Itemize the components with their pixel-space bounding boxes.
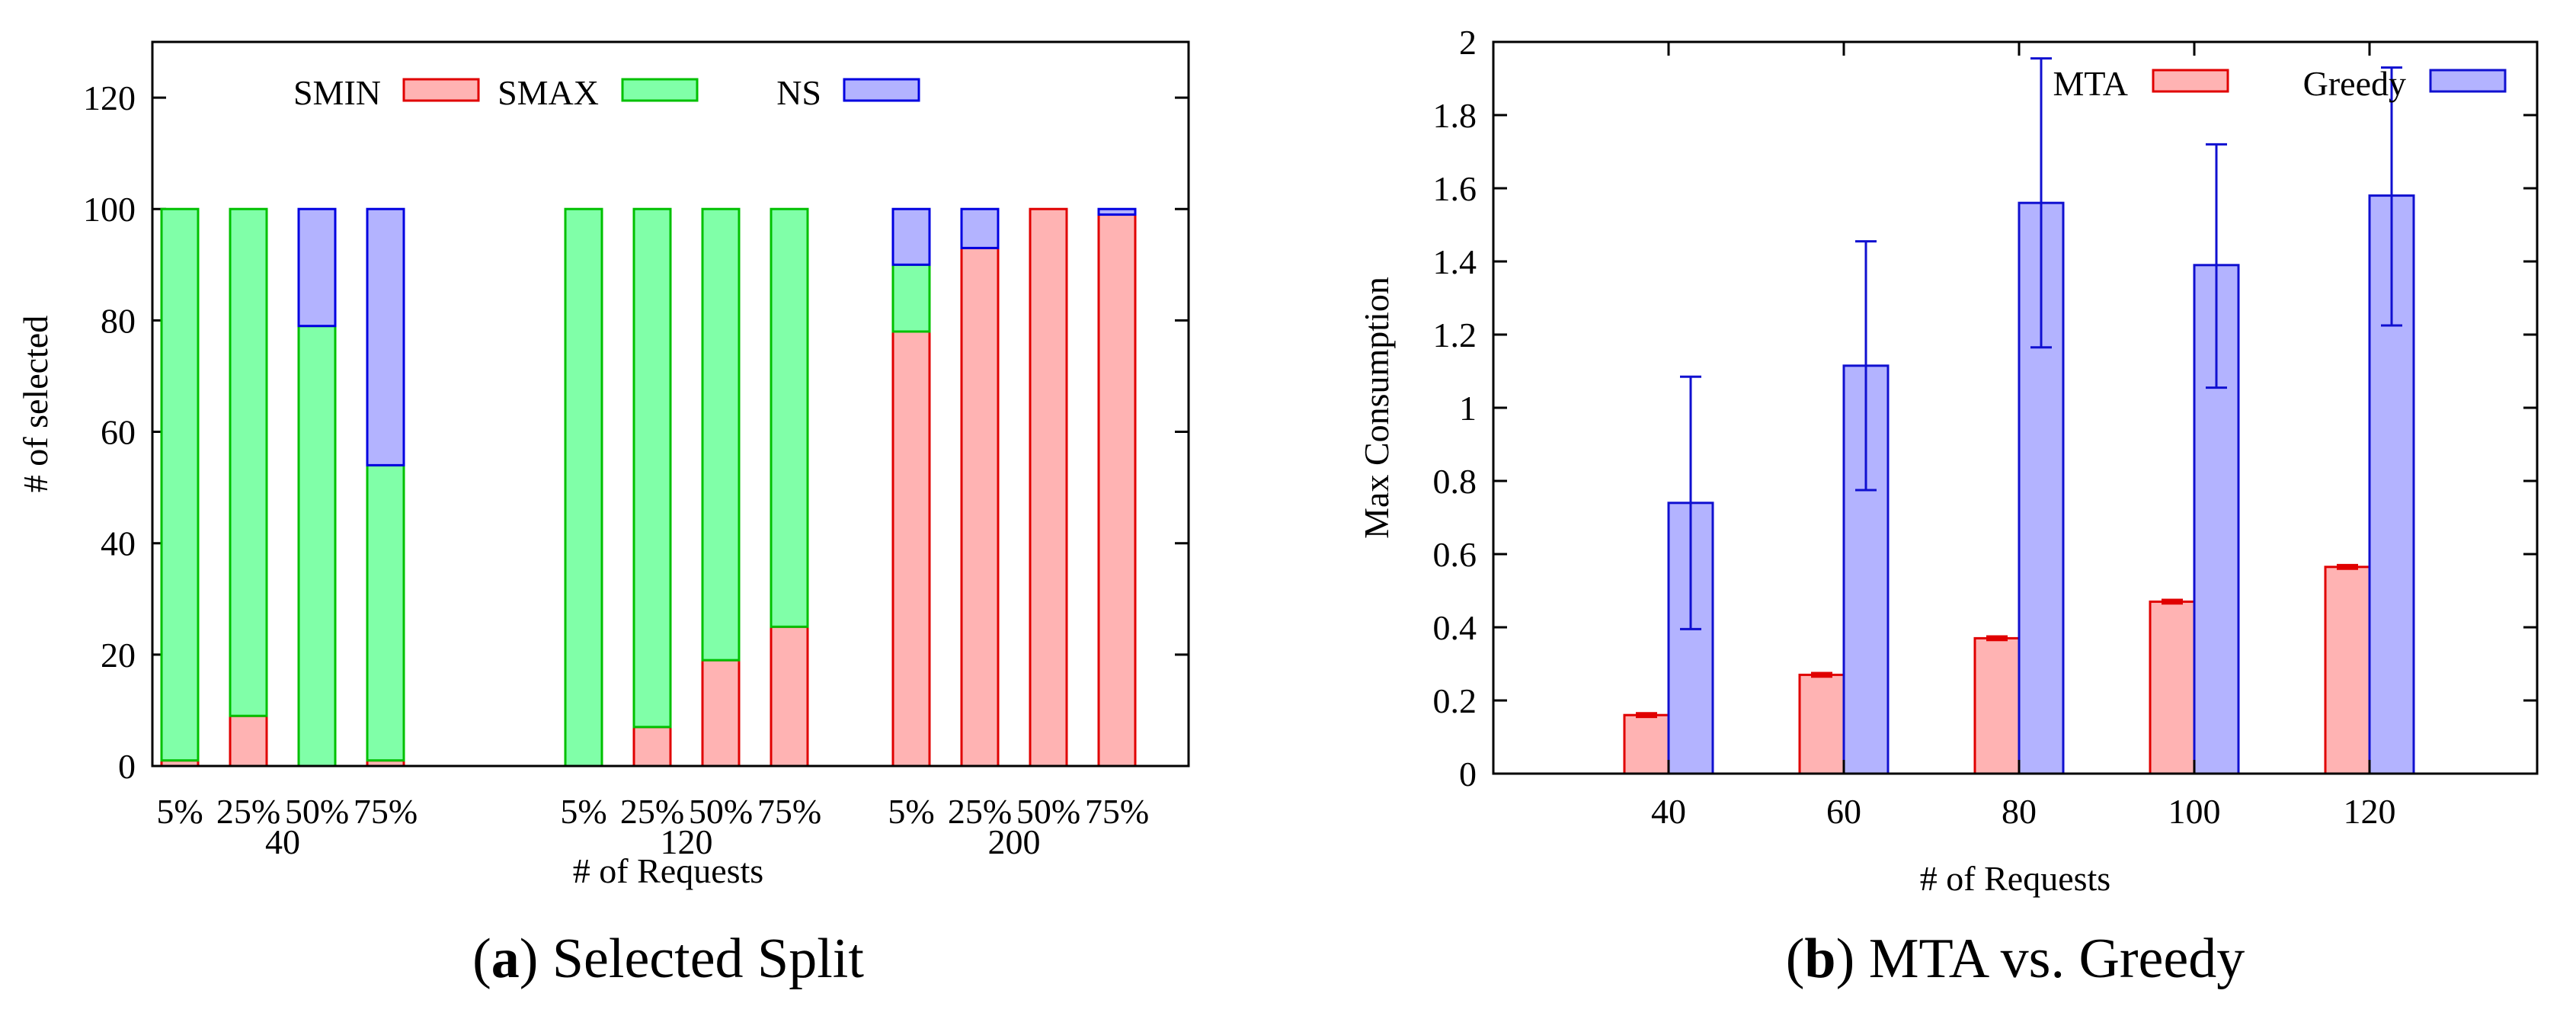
b-ytick-label: 1 [1459, 389, 1477, 428]
bar-smax-120-5pct [564, 207, 603, 768]
bar-smin-120-75pct [770, 625, 809, 768]
panel-b-mta-vs-greedy: 0 0.2 0.4 0.6 0.8 1 1.2 1.4 1.6 1.8 2 40 60 80 100 120… [1357, 23, 2539, 990]
panel-b-xlabel: # of Requests [1920, 859, 2110, 898]
legend-ns-swatch [843, 78, 920, 102]
b-xtick-label: 100 [2168, 792, 2221, 831]
bar-mta-60 [1798, 673, 1845, 775]
panel-a-caption-letter: a [491, 928, 520, 990]
a-subcategory-label: 75% [354, 792, 418, 831]
a-subcategory-label: 50% [689, 792, 753, 831]
bar-smin-200-50pct [1029, 207, 1068, 768]
a-subcategory-label: 75% [1085, 792, 1149, 831]
bar-ns-40-75pct [366, 207, 405, 466]
panel-a-xlabel: # of Requests [573, 851, 763, 890]
b-ytick-label: 0.8 [1433, 462, 1477, 501]
bar-ns-200-5pct [891, 207, 931, 266]
bar-ns-200-75pct [1097, 207, 1137, 216]
legend-mta-label: MTA [2053, 64, 2128, 103]
b-ytick-label: 0.4 [1433, 608, 1477, 647]
b-xtick-label: 120 [2344, 792, 2396, 831]
panel-a-legend: SMIN SMAX NS [293, 73, 920, 112]
b-ytick-label: 1.2 [1433, 316, 1477, 354]
a-ytick-label: 40 [101, 524, 136, 563]
bar-mta-100 [2149, 600, 2196, 775]
panel-b-bars [1623, 57, 2415, 775]
a-subcategory-label: 50% [1016, 792, 1080, 831]
legend-smax-swatch [621, 78, 699, 102]
a-subcategory-label: 25% [620, 792, 684, 831]
a-subcategory-label: 5% [156, 792, 203, 831]
bar-ns-40-50pct [297, 207, 337, 328]
a-group-label: 200 [988, 822, 1041, 861]
b-ytick-label: 0.2 [1433, 681, 1477, 720]
panel-a-caption-text: Selected Split [552, 928, 864, 990]
bar-smax-40-50pct [297, 325, 337, 768]
bar-smax-120-25pct [632, 207, 672, 729]
b-ytick-label: 0 [1459, 755, 1477, 793]
a-subcategory-label: 75% [757, 792, 821, 831]
b-xtick-label: 80 [2002, 792, 2037, 831]
bar-smin-200-75pct [1097, 213, 1137, 768]
panel-b-caption: (b) MTA vs. Greedy [1786, 928, 2245, 990]
a-subcategory-label: 5% [888, 792, 934, 831]
a-group-label: 40 [265, 822, 300, 861]
a-subcategory-label: 25% [948, 792, 1012, 831]
a-group-label: 120 [661, 822, 713, 861]
legend-mta-swatch [2152, 69, 2229, 93]
bar-smax-40-5pct [160, 207, 200, 762]
b-ytick-label: 0.6 [1433, 535, 1477, 574]
bar-smax-40-75pct [366, 463, 405, 762]
bar-mta-120 [2324, 566, 2371, 775]
a-subcategory-label: 5% [560, 792, 606, 831]
bar-smin-120-25pct [632, 726, 672, 768]
legend-smax-label: SMAX [498, 73, 599, 112]
a-ytick-label: 100 [83, 190, 136, 229]
a-ytick-label: 60 [101, 413, 136, 452]
panel-b-caption-text: MTA vs. Greedy [1869, 928, 2245, 990]
legend-smin-swatch [402, 78, 480, 102]
panel-b-x-ticks: 40 60 80 100 120 [1651, 42, 2396, 831]
legend-smin-label: SMIN [293, 73, 381, 112]
panel-b-caption-letter: b [1804, 928, 1835, 990]
b-xtick-label: 60 [1826, 792, 1861, 831]
legend-greedy-label: Greedy [2303, 64, 2406, 103]
bar-smin-120-50pct [701, 659, 741, 768]
bar-mta-80 [1973, 636, 2021, 775]
bar-smax-120-50pct [701, 207, 741, 662]
legend-greedy-swatch [2429, 69, 2507, 93]
panel-a-bars [160, 207, 1137, 768]
a-ytick-label: 20 [101, 636, 136, 675]
bar-smax-120-75pct [770, 207, 809, 628]
bar-smin-200-5pct [891, 330, 931, 768]
a-ytick-label: 0 [118, 747, 136, 786]
b-xtick-label: 40 [1651, 792, 1686, 831]
panel-b-legend: MTA Greedy [2053, 64, 2507, 103]
a-subcategory-label: 50% [285, 792, 349, 831]
bar-smin-200-25pct [960, 246, 1000, 768]
panel-b-y-ticks: 0 0.2 0.4 0.6 0.8 1 1.2 1.4 1.6 1.8 2 [1433, 23, 2537, 793]
a-ytick-label: 120 [83, 79, 136, 117]
panel-b-axes-frame [1492, 40, 2539, 775]
panel-a-axes-frame [151, 40, 1190, 768]
a-ytick-label: 80 [101, 301, 136, 340]
b-ytick-label: 2 [1459, 23, 1477, 62]
panel-a-caption: (a) Selected Split [472, 928, 864, 990]
bar-smin-40-25pct [229, 714, 268, 768]
legend-ns-label: NS [776, 73, 821, 112]
a-subcategory-label: 25% [216, 792, 280, 831]
b-ytick-label: 1.8 [1433, 96, 1477, 135]
b-ytick-label: 1.4 [1433, 242, 1477, 281]
bar-smax-40-25pct [229, 207, 268, 717]
b-ytick-label: 1.6 [1433, 169, 1477, 208]
bar-mta-40 [1623, 713, 1670, 775]
bar-smax-200-5pct [891, 263, 931, 333]
panel-b-ylabel: Max Consumption [1357, 277, 1396, 539]
panel-a-ylabel: # of selected [16, 316, 55, 492]
bar-ns-200-25pct [960, 207, 1000, 249]
